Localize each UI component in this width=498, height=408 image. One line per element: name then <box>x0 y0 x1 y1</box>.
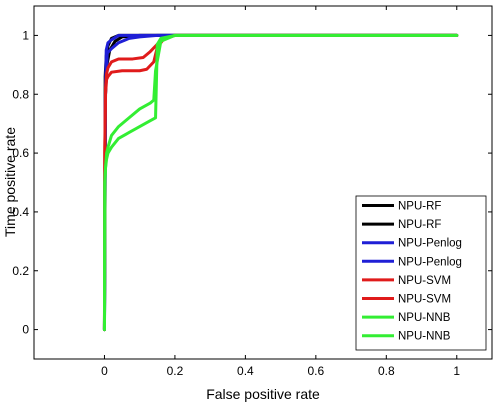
legend-label-1: NPU-RF <box>398 201 441 213</box>
y-tick-label: 0 <box>22 323 29 337</box>
x-tick-label: 0 <box>101 364 108 378</box>
legend-label-3: NPU-Penlog <box>398 238 462 250</box>
y-tick-label: 0.8 <box>12 87 29 101</box>
y-tick-label: 0.6 <box>12 146 29 160</box>
x-axis-title: False positive rate <box>206 386 320 402</box>
legend-label-2: NPU-RF <box>398 219 441 231</box>
legend-label-5: NPU-SVM <box>398 275 451 287</box>
x-tick-label: 0.8 <box>378 364 395 378</box>
x-tick-label: 0.2 <box>167 364 184 378</box>
plot-frame <box>33 5 493 360</box>
legend-label-7: NPU-NNB <box>398 312 451 324</box>
legend-label-8: NPU-NNB <box>398 331 451 343</box>
x-tick-label: 0.4 <box>237 364 254 378</box>
legend-label-6: NPU-SVM <box>398 294 451 306</box>
legend: NPU-RF NPU-RF NPU-Penlog NPU-Penlog NPU-SVM N… <box>355 195 487 351</box>
ticks-layer: 0 0.2 0.4 0.6 0.8 1 0 0.2 0.4 0.6 0.8 1 <box>12 6 492 378</box>
x-tick-label: 1 <box>453 364 460 378</box>
series-layer <box>102 33 459 332</box>
y-tick-label: 0.2 <box>12 264 29 278</box>
y-tick-label: 1 <box>22 28 29 42</box>
y-axis-title: Time positive rate <box>2 127 18 237</box>
legend-entries: NPU-RF NPU-RF NPU-Penlog NPU-Penlog NPU-SVM N… <box>362 201 462 343</box>
y-tick-label: 0.4 <box>12 205 29 219</box>
legend-label-4: NPU-Penlog <box>398 256 462 268</box>
legend-box <box>355 195 487 351</box>
series-line-8 <box>102 33 459 332</box>
x-tick-label: 0.6 <box>308 364 325 378</box>
